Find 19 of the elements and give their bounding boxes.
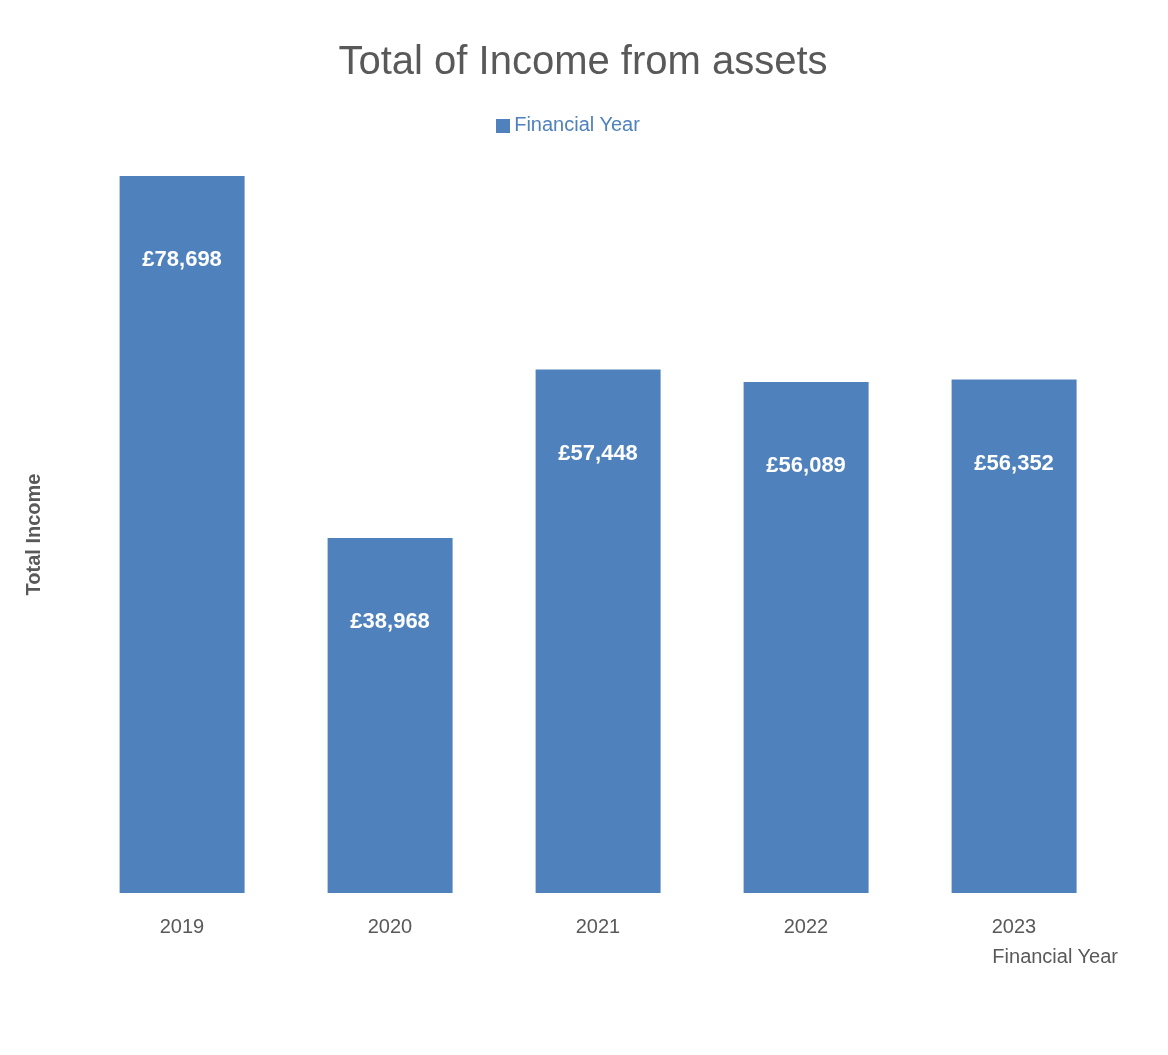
x-tick-label: 2022 (783, 915, 829, 938)
data-label: £57,448 (558, 439, 638, 465)
bar (951, 379, 1077, 893)
data-label: £56,089 (766, 451, 846, 477)
bar (743, 381, 869, 893)
bar (535, 369, 661, 893)
x-axis-title: Financial Year (992, 945, 1119, 967)
y-axis-title: Total Income (22, 473, 45, 596)
bar (327, 537, 453, 893)
legend-label: Financial Year (514, 113, 640, 135)
x-tick-label: 2023 (991, 915, 1037, 938)
bar (119, 176, 245, 893)
data-label: £38,968 (350, 607, 430, 633)
x-tick-label: 2020 (367, 915, 413, 938)
x-tick-label: 2021 (575, 915, 621, 938)
chart-title: Total of Income from assets (337, 37, 829, 84)
data-label: £56,352 (974, 449, 1054, 475)
data-label: £78,698 (142, 246, 222, 271)
x-tick-label: 2019 (159, 915, 205, 938)
